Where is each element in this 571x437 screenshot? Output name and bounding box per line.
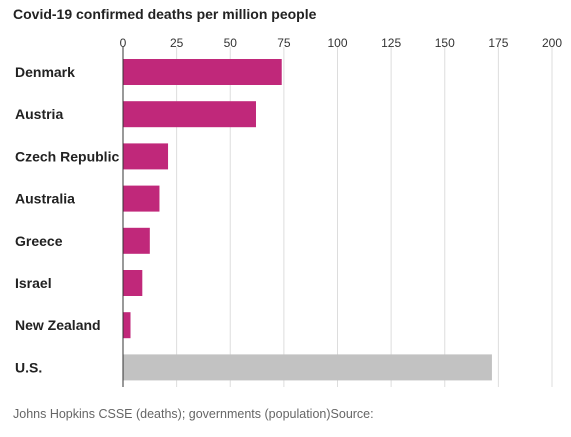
- bar-denmark: [123, 59, 282, 85]
- bar-austria: [123, 101, 256, 128]
- chart-title: Covid-19 confirmed deaths per million pe…: [13, 6, 317, 22]
- x-tick-label: 100: [327, 36, 347, 50]
- bar-new-zealand: [123, 312, 131, 339]
- bar-greece: [123, 227, 150, 254]
- category-label: Denmark: [15, 64, 75, 80]
- x-tick-label: 175: [488, 36, 508, 50]
- x-tick-label: 200: [542, 36, 562, 50]
- category-label: Czech Republic: [15, 148, 119, 164]
- x-tick-label: 75: [277, 36, 291, 50]
- bar-u-s: [123, 354, 492, 381]
- category-label: Israel: [15, 275, 52, 291]
- bar-israel: [123, 270, 143, 296]
- x-tick-label: 50: [224, 36, 238, 50]
- x-tick-label: 150: [435, 36, 455, 50]
- category-label: Austria: [15, 106, 63, 122]
- category-label: New Zealand: [15, 317, 101, 333]
- x-tick-label: 125: [381, 36, 401, 50]
- category-label: Greece: [15, 233, 63, 249]
- x-tick-label: 0: [120, 36, 127, 50]
- bar-czech-republic: [123, 143, 169, 170]
- x-tick-label: 25: [170, 36, 184, 50]
- category-label: U.S.: [15, 359, 42, 375]
- bar-australia: [123, 185, 160, 212]
- category-label: Australia: [15, 191, 75, 207]
- chart-source: Johns Hopkins CSSE (deaths); governments…: [13, 407, 374, 421]
